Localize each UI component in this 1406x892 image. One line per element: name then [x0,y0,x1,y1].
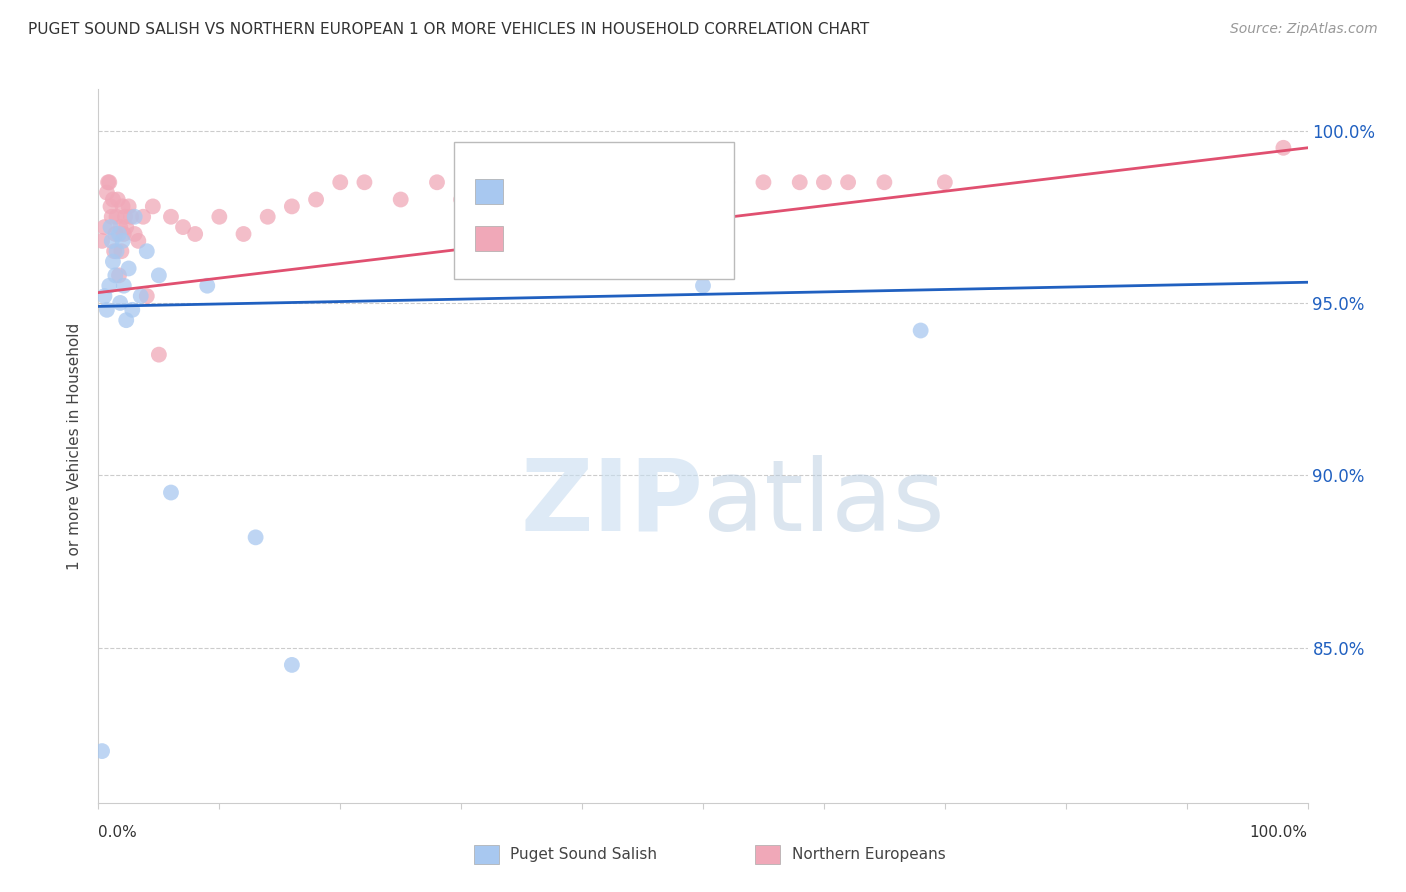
Point [108,296,131,310]
Point [98,278,121,293]
Text: R = 0.013: R = 0.013 [512,182,610,200]
Text: Puget Sound Salish: Puget Sound Salish [510,847,658,862]
Point [547,175,569,189]
Point [934,175,956,189]
Point [101,254,124,268]
Point [108,227,131,241]
Text: Source: ZipAtlas.com: Source: ZipAtlas.com [1230,22,1378,37]
Y-axis label: 1 or more Vehicles in Household: 1 or more Vehicles in Household [67,322,83,570]
Point [353,175,375,189]
Point [160,485,183,500]
Point [105,244,128,259]
Point [232,227,254,241]
Point [129,289,152,303]
Point [256,210,278,224]
Point [813,175,835,189]
Text: N = 53: N = 53 [617,230,685,248]
Point [108,220,131,235]
Point [112,278,135,293]
Point [118,261,141,276]
Point [112,227,135,241]
Point [142,199,165,213]
Point [124,227,146,241]
Point [1272,141,1295,155]
Point [148,348,170,362]
Point [389,193,412,207]
Point [111,199,134,213]
Point [692,175,714,189]
Point [114,210,136,224]
Point [184,227,207,241]
Point [108,268,131,283]
Point [103,244,125,259]
Point [329,175,352,189]
Point [450,193,472,207]
Point [631,175,654,189]
Point [837,175,859,189]
Point [208,210,231,224]
Point [97,175,120,189]
Point [132,210,155,224]
Point [107,193,129,207]
Text: PUGET SOUND SALISH VS NORTHERN EUROPEAN 1 OR MORE VEHICLES IN HOUSEHOLD CORRELAT: PUGET SOUND SALISH VS NORTHERN EUROPEAN … [28,22,869,37]
Point [93,220,115,235]
Text: Northern Europeans: Northern Europeans [792,847,945,862]
Point [100,199,122,213]
Point [91,744,114,758]
Text: 0.0%: 0.0% [98,825,138,840]
Point [571,193,593,207]
Text: R = 0.463: R = 0.463 [512,230,610,248]
Point [120,210,142,224]
Point [281,199,304,213]
Point [110,244,132,259]
Point [245,530,267,544]
Point [172,220,194,235]
Point [127,234,149,248]
Point [115,313,138,327]
Point [91,234,114,248]
Point [305,193,328,207]
Point [115,220,138,235]
Point [752,175,775,189]
Point [100,210,122,224]
Point [100,220,122,235]
Text: 100.0%: 100.0% [1250,825,1308,840]
Point [195,278,218,293]
Point [135,244,157,259]
Point [510,175,533,189]
Point [135,289,157,303]
Point [104,268,127,283]
Point [105,210,128,224]
Point [118,199,141,213]
Point [910,324,932,338]
Text: N = 26: N = 26 [617,182,685,200]
Point [104,227,127,241]
Point [148,268,170,283]
Point [121,302,143,317]
Point [716,175,738,189]
Text: atlas: atlas [703,455,945,551]
Point [96,186,118,200]
Point [111,234,134,248]
Point [124,210,146,224]
Point [281,657,304,672]
Point [101,193,124,207]
Point [93,289,115,303]
Point [789,175,811,189]
Point [692,278,714,293]
Point [98,175,121,189]
Point [100,234,122,248]
Point [96,302,118,317]
Text: ZIP: ZIP [520,455,703,551]
Point [426,175,449,189]
Point [160,210,183,224]
Point [873,175,896,189]
